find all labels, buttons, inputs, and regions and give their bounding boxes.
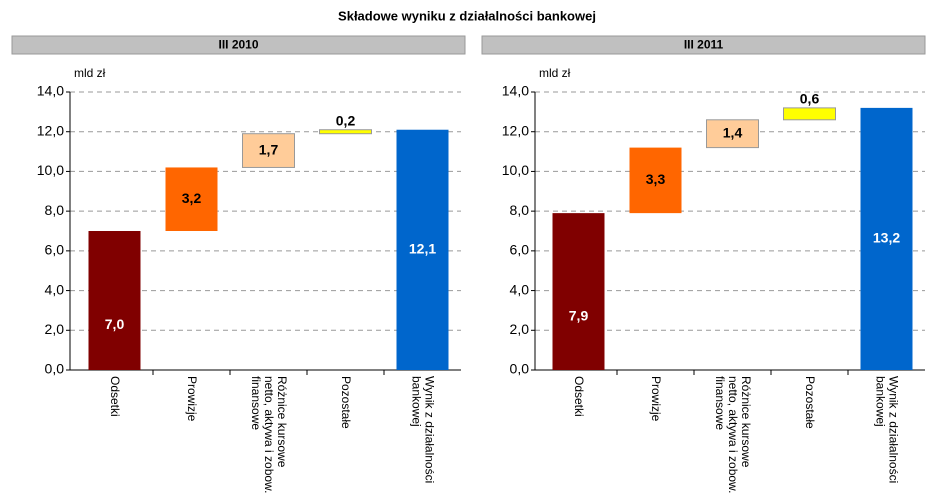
data-label: 0,6 (800, 91, 820, 107)
x-tick-label: Odsetki (108, 376, 122, 417)
y-tick-label: 6,0 (45, 242, 65, 258)
y-tick-label: 4,0 (510, 281, 530, 297)
y-tick-label: 12,0 (502, 122, 529, 138)
y-tick-label: 12,0 (37, 122, 64, 138)
x-tick-label: Różnice kursowe netto, aktywa i zobow. f… (713, 376, 753, 494)
bar (88, 231, 141, 370)
y-tick-label: 8,0 (45, 202, 65, 218)
y-tick-label: 8,0 (510, 202, 530, 218)
data-label: 1,4 (723, 124, 743, 140)
panel-title: III 2011 (684, 38, 724, 52)
page-title: Składowe wyniku z działalności bankowej (338, 8, 596, 23)
x-tick-label: Pozostałe (339, 376, 353, 429)
y-tick-label: 2,0 (510, 321, 530, 337)
panel-header (11, 35, 466, 55)
panel-title: III 2010 (218, 38, 258, 52)
x-tick-label: Pozostałe (803, 376, 817, 429)
y-tick-label: 10,0 (37, 162, 64, 178)
bar (242, 133, 295, 168)
x-tick-label: Prowizje (185, 376, 199, 422)
y-tick-label: 0,0 (45, 361, 65, 377)
data-label: 7,0 (105, 316, 125, 332)
y-tick-label: 0,0 (510, 361, 530, 377)
bar (165, 167, 218, 231)
bar (706, 119, 759, 149)
data-label: 3,3 (646, 171, 666, 187)
x-tick-label: Prowizje (649, 376, 663, 422)
y-tick-label: 2,0 (45, 321, 65, 337)
panel-header (481, 35, 926, 55)
y-axis-label: mld zł (74, 66, 106, 80)
data-label: 13,2 (873, 230, 900, 246)
y-tick-label: 14,0 (502, 83, 529, 99)
y-axis-label: mld zł (539, 66, 571, 80)
data-label: 0,2 (336, 112, 356, 128)
y-tick-label: 6,0 (510, 242, 530, 258)
x-tick-label: Różnice kursowe netto, aktywa i zobow. f… (249, 376, 289, 494)
bar (860, 107, 913, 370)
bar (319, 129, 372, 135)
x-tick-label: Wynik z działalności bankowej (873, 376, 901, 484)
data-label: 7,9 (569, 307, 589, 323)
bar (783, 107, 836, 121)
bar (552, 213, 605, 370)
x-tick-label: Wynik z działalności bankowej (409, 376, 437, 484)
x-tick-label: Odsetki (572, 376, 586, 417)
data-label: 3,2 (182, 190, 202, 206)
y-tick-label: 10,0 (502, 162, 529, 178)
y-tick-label: 14,0 (37, 83, 64, 99)
bar (629, 147, 682, 214)
data-label: 1,7 (259, 141, 279, 157)
bar (396, 129, 449, 370)
y-tick-label: 4,0 (45, 281, 65, 297)
data-label: 12,1 (409, 241, 436, 257)
